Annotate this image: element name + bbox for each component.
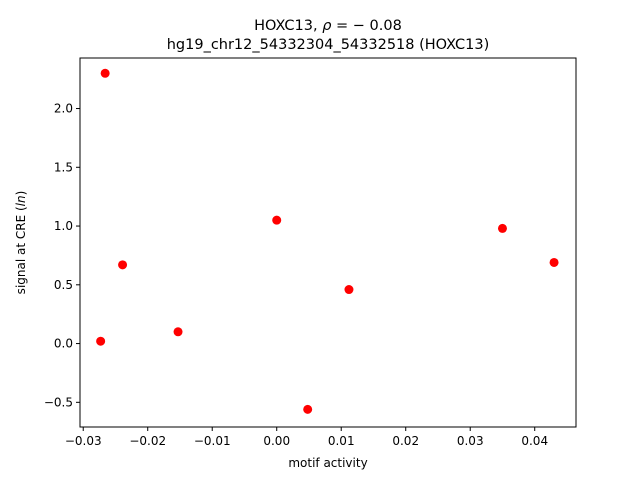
axes-frame bbox=[79, 57, 577, 428]
y-axis: −0.5 0.0 0.5 1.0 1.5 2.0 bbox=[44, 102, 80, 409]
data-point bbox=[96, 336, 106, 346]
x-axis: −0.03 −0.02 −0.01 0.00 0.01 0.02 0.03 0.04 bbox=[65, 427, 548, 448]
y-tick-label: 1.5 bbox=[54, 160, 73, 174]
x-tick-label: −0.03 bbox=[65, 434, 102, 448]
x-tick-label: 0.04 bbox=[521, 434, 548, 448]
data-point bbox=[118, 260, 128, 270]
data-point bbox=[549, 257, 559, 267]
chart-title-line1: HOXC13, ρ = − 0.08 bbox=[254, 18, 402, 34]
x-tick-label: 0.02 bbox=[392, 434, 419, 448]
data-point bbox=[344, 285, 354, 295]
x-tick-label: 0.00 bbox=[263, 434, 290, 448]
plot-area bbox=[96, 68, 559, 414]
x-tick-label: −0.01 bbox=[194, 434, 231, 448]
x-axis-label: motif activity bbox=[288, 456, 367, 470]
y-tick-label: −0.5 bbox=[44, 395, 73, 409]
y-tick-label: 0.0 bbox=[54, 337, 73, 351]
data-point bbox=[497, 223, 507, 233]
x-tick-label: 0.03 bbox=[457, 434, 484, 448]
data-point bbox=[303, 404, 313, 414]
y-tick-label: 2.0 bbox=[54, 102, 73, 116]
data-point bbox=[100, 68, 110, 78]
x-tick-label: −0.02 bbox=[129, 434, 166, 448]
y-tick-label: 1.0 bbox=[54, 219, 73, 233]
data-point bbox=[173, 327, 183, 337]
y-tick-label: 0.5 bbox=[54, 278, 73, 292]
y-axis-label: signal at CRE (ln) bbox=[14, 191, 28, 295]
data-point bbox=[272, 215, 282, 225]
x-tick-label: 0.01 bbox=[328, 434, 355, 448]
chart-title-line2: hg19_chr12_54332304_54332518 (HOXC13) bbox=[167, 37, 490, 53]
